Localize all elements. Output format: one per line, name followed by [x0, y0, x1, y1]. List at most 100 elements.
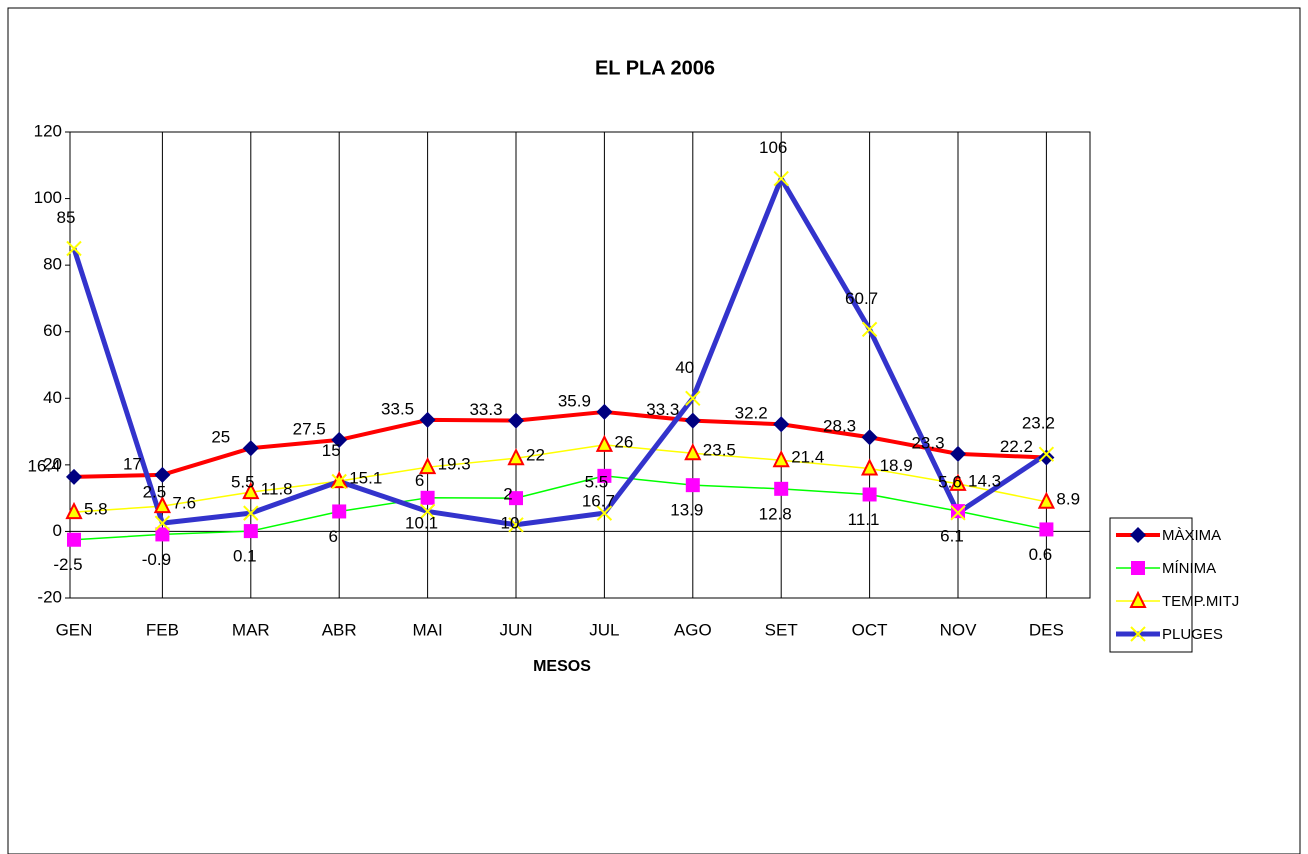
marker	[66, 468, 82, 485]
value-label: 8.9	[1056, 489, 1080, 508]
y-tick-label: 120	[34, 121, 62, 140]
value-label: 35.9	[558, 391, 591, 410]
marker	[596, 505, 613, 521]
legend-label: PLUGES	[1162, 626, 1223, 643]
marker	[684, 442, 702, 461]
marker	[243, 505, 259, 521]
marker	[242, 481, 260, 500]
marker	[419, 503, 436, 520]
value-label: 27.5	[293, 419, 326, 438]
value-label: 16.7	[582, 491, 615, 510]
y-tick-label: 20	[43, 454, 62, 473]
value-label: 25	[211, 428, 230, 447]
value-label: 33.3	[469, 400, 502, 419]
value-label: 6	[328, 527, 337, 546]
marker	[861, 429, 878, 446]
legend-label: MÍNIMA	[1162, 560, 1216, 577]
value-label: 5.8	[84, 500, 108, 519]
x-tick-label: AGO	[674, 620, 712, 639]
x-tick-label: JUL	[589, 620, 619, 639]
marker	[949, 473, 967, 491]
value-label: 0.1	[233, 547, 257, 566]
x-tick-label: ABR	[322, 620, 357, 639]
marker	[242, 440, 259, 457]
marker	[154, 515, 171, 531]
value-label: 16.4	[27, 456, 60, 475]
value-label: 33.5	[381, 399, 414, 418]
marker	[1131, 561, 1145, 575]
value-label: 60.7	[845, 289, 878, 308]
series-line	[73, 444, 1047, 513]
marker	[1038, 449, 1055, 466]
value-label: 12.8	[759, 504, 792, 523]
marker	[1038, 446, 1055, 462]
value-label: 22.2	[1000, 437, 1033, 456]
value-label: 85	[57, 208, 76, 227]
marker	[67, 532, 81, 547]
value-label: -0.9	[142, 550, 171, 569]
value-label: 5.5	[585, 473, 609, 492]
y-tick-label: 0	[53, 521, 62, 540]
value-label: 0.6	[1029, 545, 1053, 564]
marker	[684, 412, 701, 429]
marker	[331, 473, 347, 490]
marker	[331, 431, 348, 448]
x-tick-label: NOV	[940, 620, 978, 639]
value-label: 23.5	[703, 441, 736, 460]
legend-box	[1109, 517, 1193, 653]
value-label: 11.8	[261, 480, 293, 499]
legend-label: TEMP.MITJ	[1162, 593, 1239, 610]
x-tick-label: FEB	[146, 620, 179, 639]
value-label: 10	[501, 514, 520, 533]
value-label: 2.5	[143, 483, 167, 502]
marker	[154, 466, 171, 483]
x-tick-label: SET	[765, 620, 798, 639]
marker	[596, 403, 613, 420]
marker	[1129, 590, 1147, 608]
value-label: 5.6	[938, 472, 962, 491]
y-tick-label: 100	[34, 188, 62, 207]
marker	[243, 524, 258, 539]
y-tick-label: 40	[43, 388, 62, 407]
value-label: 6.1	[940, 527, 964, 546]
marker	[332, 504, 347, 519]
value-label: 26	[614, 432, 633, 451]
value-label: 19.3	[438, 455, 471, 474]
x-tick-label: MAR	[232, 620, 270, 639]
chart-title: EL PLA 2006	[595, 57, 715, 79]
value-label: 5.5	[231, 473, 255, 492]
value-label: 15.1	[349, 469, 382, 488]
plot-area	[69, 131, 1091, 599]
marker	[1130, 626, 1146, 642]
legend-label: MÀXIMA	[1162, 527, 1221, 544]
lines	[71, 176, 1048, 541]
value-label: 33.3	[646, 400, 679, 419]
y-tick-label: 60	[43, 321, 62, 340]
marker	[420, 490, 435, 505]
value-label: 6	[415, 471, 424, 490]
value-label: 17	[123, 454, 142, 473]
series-line	[73, 409, 1047, 479]
marker	[772, 449, 790, 468]
value-label: 18.9	[880, 456, 913, 475]
series-line	[73, 475, 1047, 541]
value-label: 14.3	[968, 471, 1001, 490]
markers	[65, 170, 1056, 547]
series-line	[71, 176, 1048, 528]
marker	[508, 517, 524, 533]
marker	[773, 416, 790, 433]
value-label: 15	[322, 441, 341, 460]
x-tick-label: GEN	[56, 620, 93, 639]
marker	[595, 434, 614, 452]
value-label: 23.3	[911, 433, 944, 452]
marker	[508, 412, 524, 429]
marker	[597, 468, 612, 483]
marker	[155, 527, 170, 542]
marker	[507, 447, 525, 466]
marker	[860, 458, 879, 476]
value-label: 106	[759, 138, 787, 157]
marker	[861, 321, 878, 338]
value-label: 11.1	[848, 510, 880, 529]
marker	[950, 445, 966, 462]
